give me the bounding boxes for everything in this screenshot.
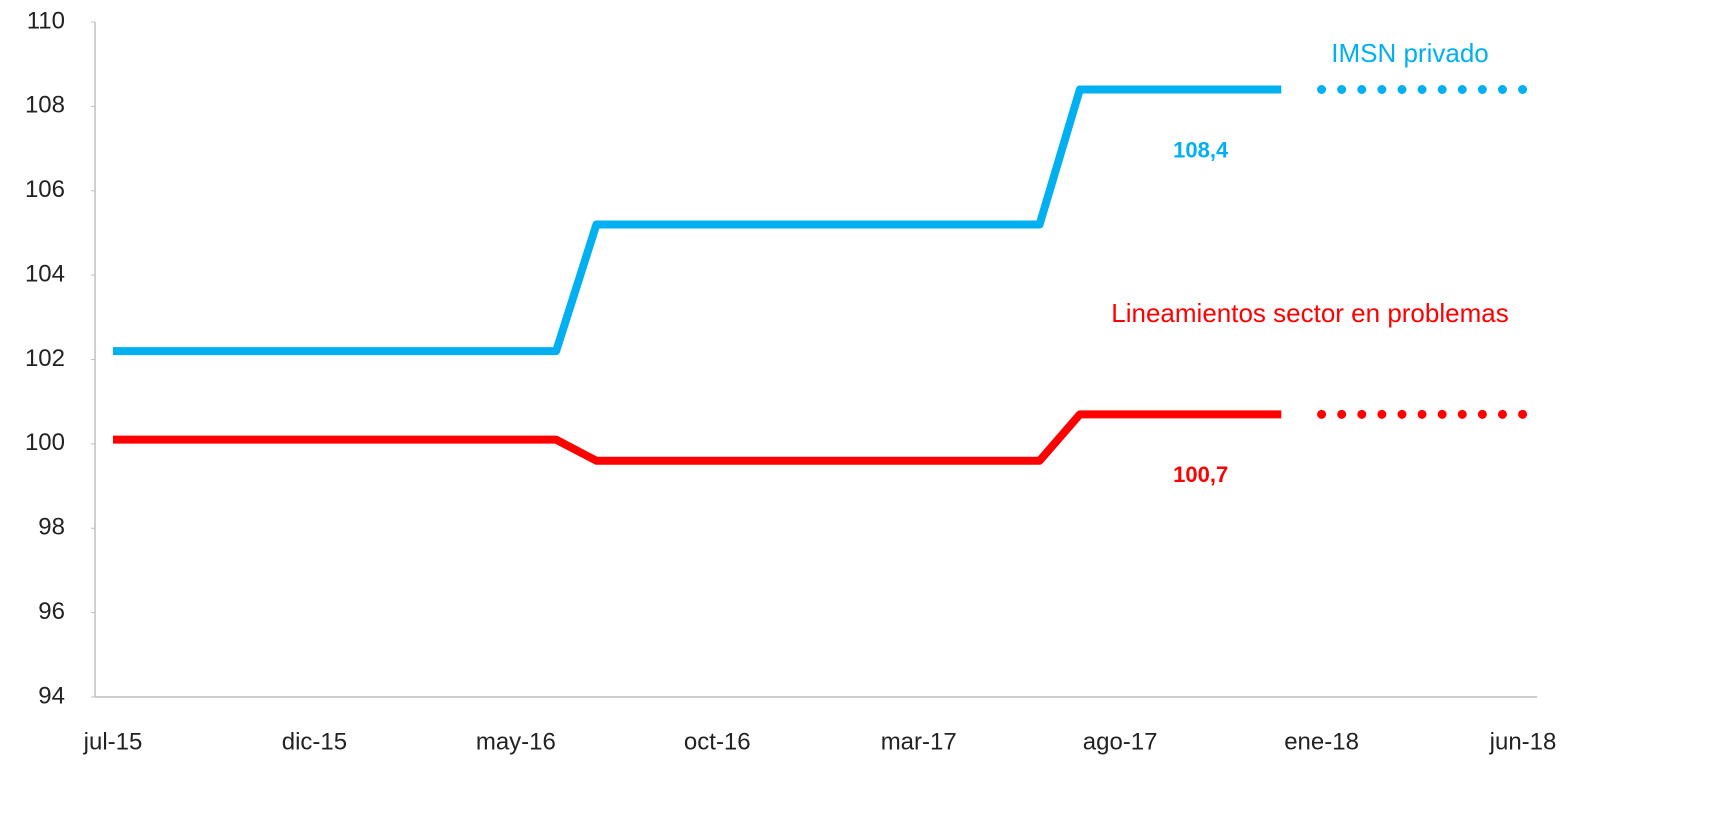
y-tick-label: 106: [25, 176, 65, 203]
y-tick-label: 104: [25, 260, 65, 287]
y-tick-label: 94: [38, 682, 65, 709]
y-tick-label: 96: [38, 598, 65, 625]
series-label: Lineamientos sector en problemas: [1111, 298, 1508, 328]
x-tick-label: mar-17: [881, 728, 957, 755]
x-tick-label: dic-15: [282, 728, 347, 755]
y-tick-label: 98: [38, 514, 65, 541]
x-tick-label: ago-17: [1083, 728, 1158, 755]
y-tick-label: 108: [25, 92, 65, 119]
x-tick-label: ene-18: [1284, 728, 1359, 755]
series-line: [113, 410, 1282, 465]
y-tick-label: 110: [27, 7, 65, 34]
x-tick-label: may-16: [476, 728, 556, 755]
data-label: 108,4: [1173, 137, 1229, 162]
x-tick-label: jun-18: [1489, 728, 1557, 755]
data-label: 100,7: [1173, 462, 1228, 487]
x-tick-label: jul-15: [83, 728, 143, 755]
y-tick-label: 102: [25, 345, 65, 372]
series-label: IMSN privado: [1331, 38, 1489, 68]
series-line: [113, 85, 1282, 356]
y-tick-label: 100: [25, 429, 65, 456]
x-tick-label: oct-16: [684, 728, 751, 755]
